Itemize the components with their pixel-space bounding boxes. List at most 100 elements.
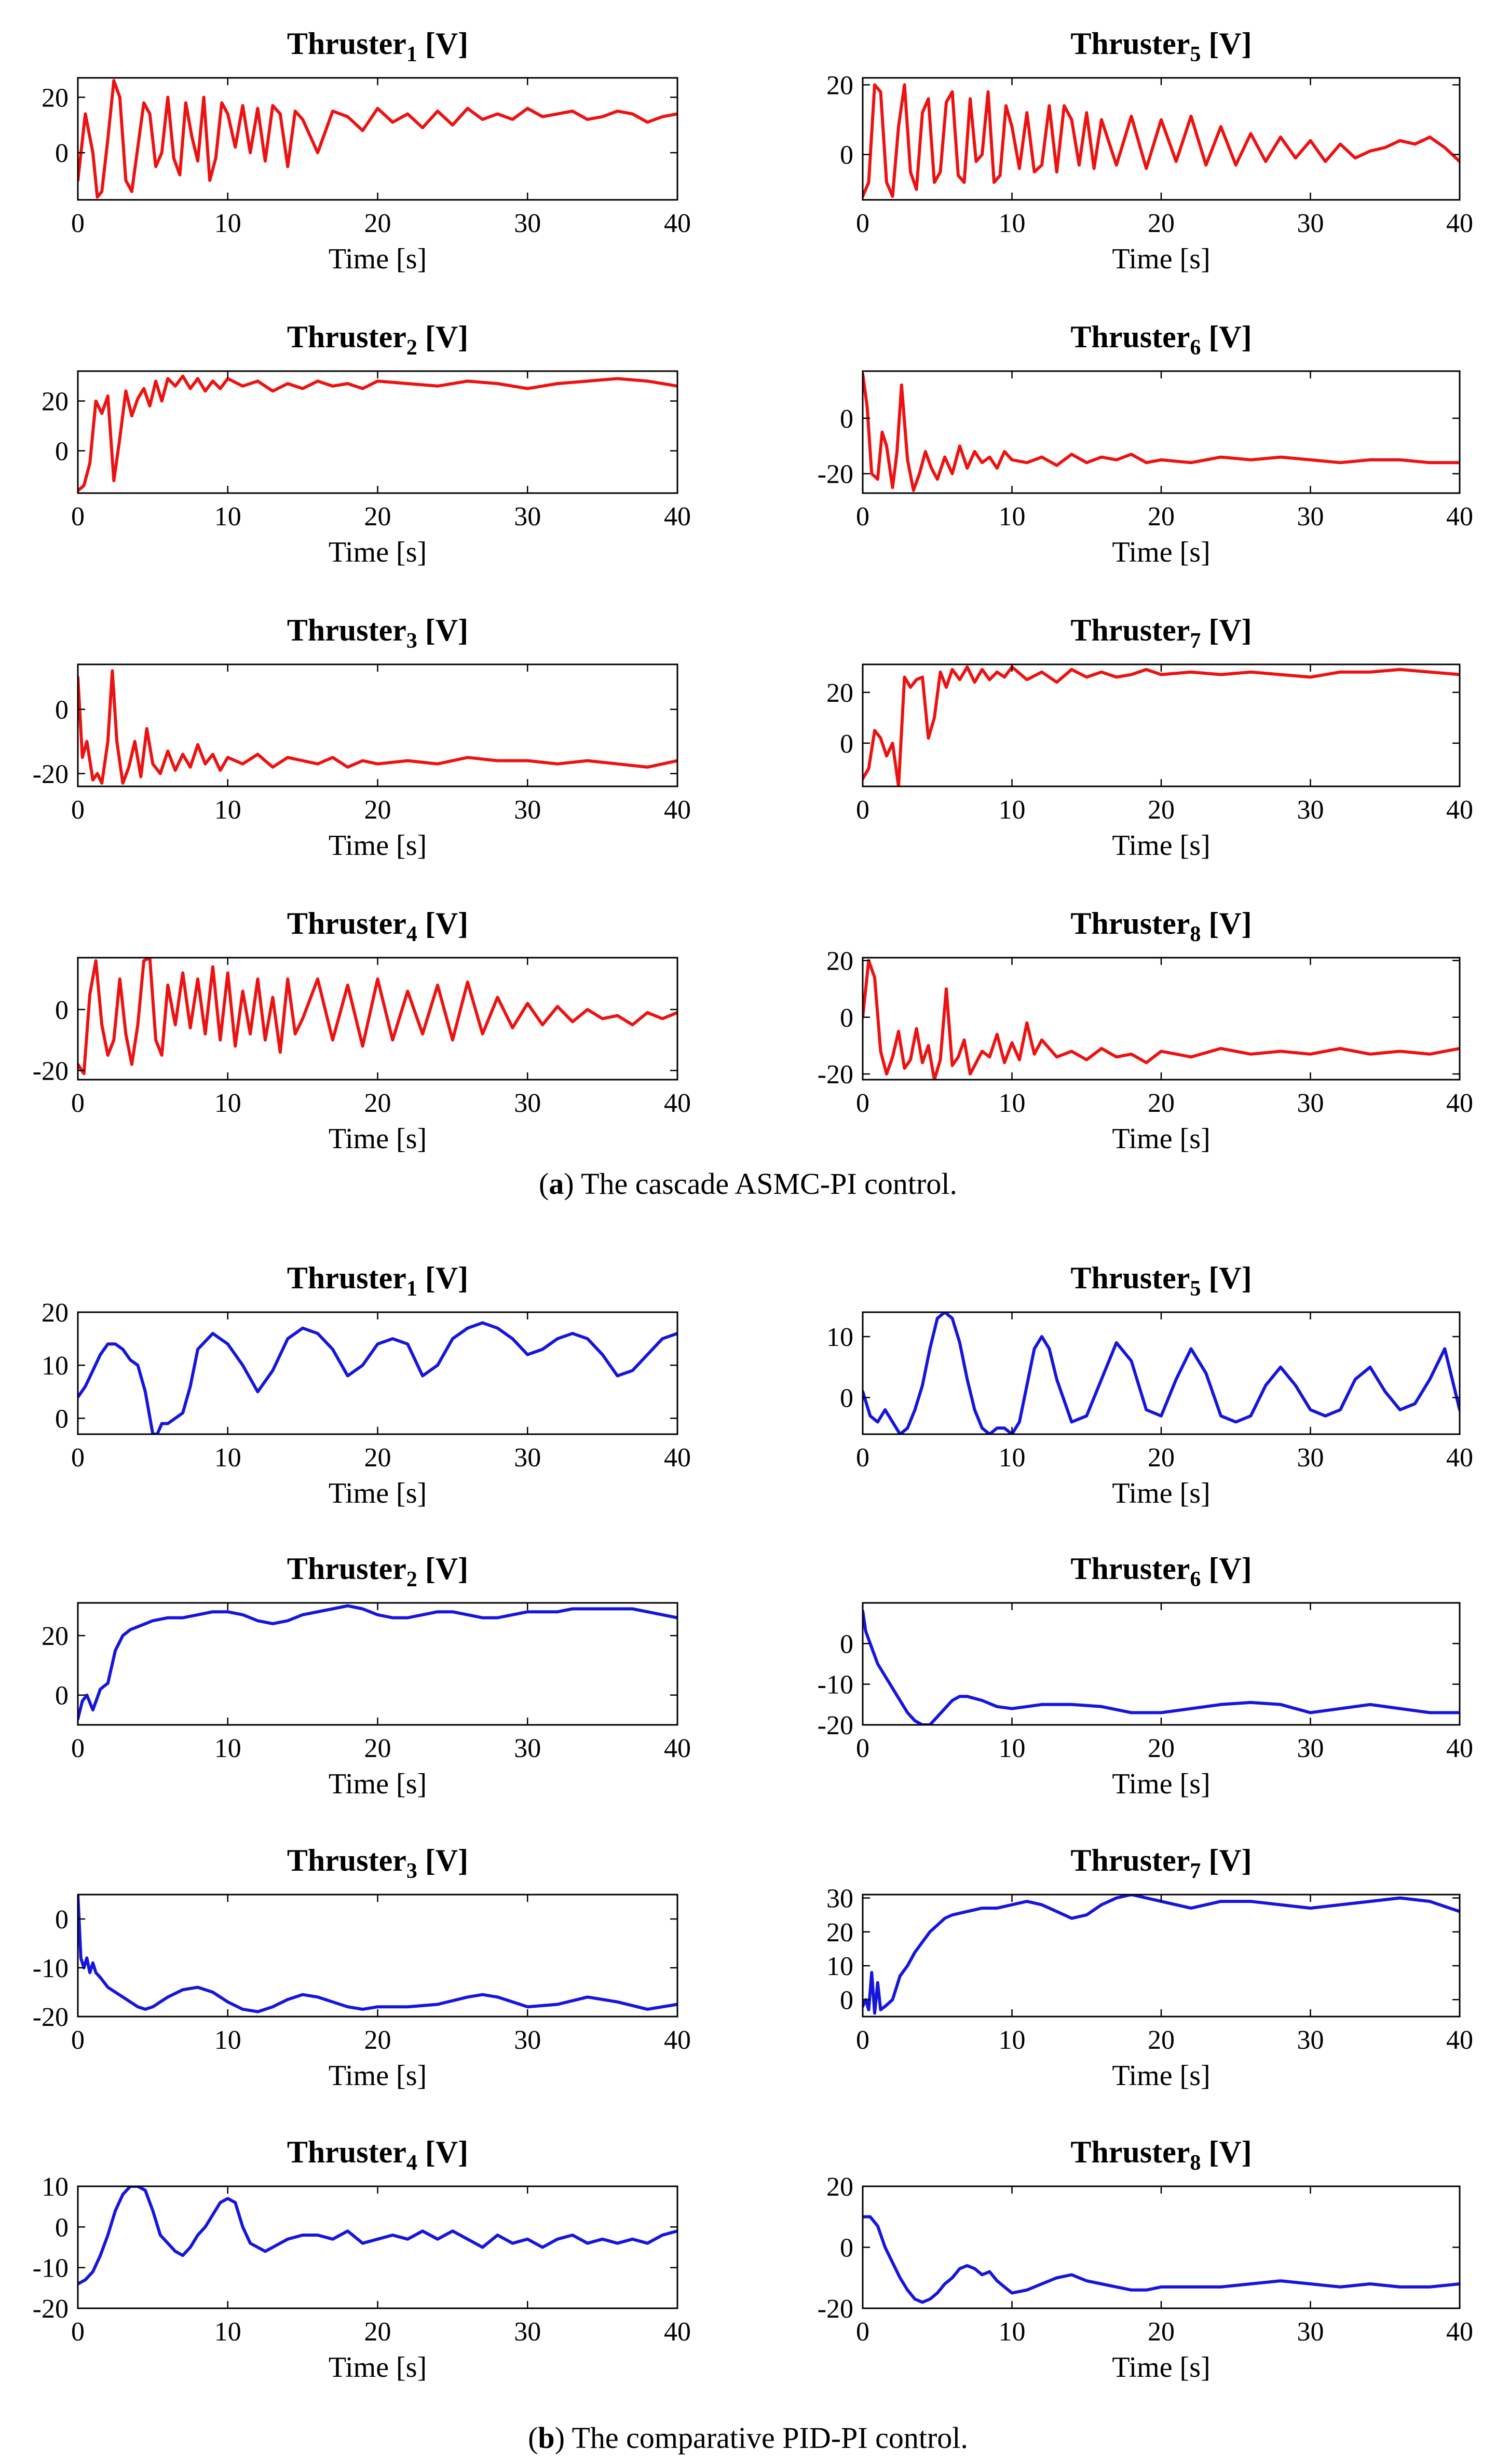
panel-b-thruster5-xtick-label: 0 xyxy=(856,1443,869,1473)
panel-a-thruster2-xtick-label: 10 xyxy=(214,502,241,532)
panel-a-thruster3-xtick-label: 20 xyxy=(364,795,391,825)
panel-b-thruster5-title: Thruster5 [V] xyxy=(1070,1261,1252,1301)
panel-a-thruster8-title-subscript: 8 xyxy=(1190,922,1201,946)
panel-b-thruster1-xlabel: Time [s] xyxy=(329,1477,427,1509)
panel-a-thruster3-axes-frame xyxy=(77,663,678,787)
panel-a-thruster4-xtick-label: 40 xyxy=(664,1088,691,1118)
panel-a-thruster5-series-line xyxy=(863,83,1460,198)
panel-a-thruster7-xtick-label: 40 xyxy=(1446,795,1473,825)
panel-b-thruster7-ytick-label: 20 xyxy=(826,1918,853,1948)
panel-b-thruster5-xtick-label: 30 xyxy=(1297,1443,1324,1473)
panel-b-thruster3-title-unit: [V] xyxy=(417,1843,468,1877)
panel-a-thruster8-xtick-label: 10 xyxy=(999,1088,1026,1118)
panel-b-thruster6-ytick-label: 0 xyxy=(840,1629,853,1659)
panel-a-thruster8-title-prefix: Thruster xyxy=(1070,906,1190,941)
panel-a-thruster1-title: Thruster1 [V] xyxy=(287,26,468,66)
panel-a-thruster1-xtick-label: 10 xyxy=(214,209,241,238)
panel-a-thruster4-xtick-label: 0 xyxy=(71,1088,85,1118)
panel-a-thruster2-title-subscript: 2 xyxy=(406,336,417,360)
panel-b-thruster4-axes-frame xyxy=(77,2185,678,2309)
panel-b-thruster6-title: Thruster6 [V] xyxy=(1070,1551,1252,1591)
panel-a-thruster8-ytick-label: 0 xyxy=(840,1003,853,1033)
panel-b-thruster3-title-subscript: 3 xyxy=(406,1859,417,1883)
panel-b-thruster7-xlabel: Time [s] xyxy=(1112,2060,1210,2092)
panel-b-thruster3-xlabel: Time [s] xyxy=(329,2060,427,2092)
panel-a-thruster2: Thruster2 [V] 0 10 20 30 40 0 20 Time [s] xyxy=(42,320,691,568)
panel-a-thruster7-title: Thruster7 [V] xyxy=(1070,613,1252,653)
panel-b-thruster4-ytick-label: 10 xyxy=(42,2172,69,2202)
panel-b-thruster4-title-prefix: Thruster xyxy=(287,2135,406,2169)
panel-a-thruster8-title: Thruster8 [V] xyxy=(1070,906,1252,946)
panel-b-thruster7-axes-frame xyxy=(862,1894,1461,2018)
panel-a-thruster6-title-unit: [V] xyxy=(1201,320,1252,354)
panel-a-thruster2-xtick-label: 20 xyxy=(364,502,391,532)
panel-b-thruster4-title-subscript: 4 xyxy=(406,2151,417,2175)
panel-b-thruster6-xtick-label: 20 xyxy=(1148,1734,1175,1763)
caption-a-text: The cascade ASMC-PI control. xyxy=(574,1167,957,1201)
panel-a-thruster1: Thruster1 [V] 0 10 20 30 40 0 20 Time [s] xyxy=(42,26,691,275)
panel-a-thruster8-xlabel: Time [s] xyxy=(1112,1123,1210,1155)
panel-a-thruster1-title-unit: [V] xyxy=(417,26,468,61)
panel-a-thruster3-xtick-label: 40 xyxy=(664,795,691,825)
panel-b-thruster1-xtick-label: 30 xyxy=(514,1443,541,1473)
panel-a-thruster8-xtick-label: 30 xyxy=(1297,1088,1324,1118)
panel-a-thruster3-series-line xyxy=(78,669,677,785)
panel-a-thruster2-ytick-label: 0 xyxy=(55,437,69,466)
panel-b-thruster1-ytick-label: 10 xyxy=(42,1351,69,1381)
panel-a-thruster2-xlabel: Time [s] xyxy=(329,536,427,568)
caption-b: (b) The comparative PID-PI control. xyxy=(528,2421,968,2455)
panel-a-thruster2-series-line xyxy=(78,374,677,493)
caption-b-letter: b xyxy=(538,2421,554,2455)
panel-a-thruster6-xlabel: Time [s] xyxy=(1112,536,1210,568)
panel-b-thruster6-series-line xyxy=(863,1609,1460,1725)
panel-a-thruster6-title-prefix: Thruster xyxy=(1070,320,1190,354)
panel-b-thruster4: Thruster4 [V] 0 10 20 30 40 -20 -10 0 10 Time [s] xyxy=(33,2135,691,2384)
panel-b-thruster5-title-subscript: 5 xyxy=(1190,1277,1201,1301)
panel-a-thruster5: Thruster5 [V] 0 10 20 30 40 0 20 Time [s] xyxy=(826,26,1473,275)
panel-a-thruster4-xtick-label: 10 xyxy=(214,1088,241,1118)
panel-b-thruster8-ytick-label: 20 xyxy=(826,2172,853,2202)
panel-a-thruster7-xtick-label: 10 xyxy=(999,795,1026,825)
panel-b-thruster6-xtick-label: 40 xyxy=(1446,1734,1473,1763)
panel-a-thruster6-xtick-label: 40 xyxy=(1446,502,1473,532)
panel-a-thruster2-xtick-label: 30 xyxy=(514,502,541,532)
panel-b-thruster6-title-prefix: Thruster xyxy=(1070,1551,1190,1586)
panel-a-thruster1-xtick-label: 30 xyxy=(514,209,541,238)
panel-a-thruster7-series-line xyxy=(863,665,1460,786)
panel-a-thruster5-xlabel: Time [s] xyxy=(1112,243,1210,275)
panel-a-thruster3-title-subscript: 3 xyxy=(406,629,417,653)
panel-b-thruster5-xlabel: Time [s] xyxy=(1112,1477,1210,1509)
panel-b-thruster3-xtick-label: 20 xyxy=(364,2025,391,2055)
panel-a-thruster8-ytick-label: 20 xyxy=(826,946,853,976)
panel-b-thruster6-ytick-label: -20 xyxy=(818,1711,853,1740)
panel-b-thruster2-xtick-label: 20 xyxy=(364,1734,391,1763)
panel-b-thruster4-xtick-label: 20 xyxy=(364,2317,391,2347)
panel-a-thruster4-ytick-label: -20 xyxy=(33,1056,69,1086)
panel-a-thruster6-ytick-label: 0 xyxy=(840,404,853,434)
panel-b-thruster6-title-unit: [V] xyxy=(1201,1551,1252,1586)
panel-a-thruster1-xtick-label: 0 xyxy=(71,209,85,238)
panel-b-thruster8-xtick-label: 20 xyxy=(1148,2317,1175,2347)
panel-a-thruster7-xtick-label: 20 xyxy=(1148,795,1175,825)
panel-b-thruster4-ytick-label: 0 xyxy=(55,2213,69,2242)
panel-b-thruster8-xtick-label: 0 xyxy=(856,2317,869,2347)
panel-b-thruster2-xtick-label: 40 xyxy=(664,1734,691,1763)
panel-a-thruster5-title-subscript: 5 xyxy=(1190,43,1201,66)
panel-b-thruster4-xlabel: Time [s] xyxy=(329,2351,427,2384)
panel-b-thruster8-xtick-label: 40 xyxy=(1446,2317,1473,2347)
panel-a-thruster4-xtick-label: 20 xyxy=(364,1088,391,1118)
panel-a-thruster3-ytick-label: -20 xyxy=(33,759,69,789)
panel-a-thruster7-title-unit: [V] xyxy=(1201,613,1252,647)
panel-b-thruster5-xtick-label: 40 xyxy=(1446,1443,1473,1473)
panel-b-thruster7-xtick-label: 10 xyxy=(999,2025,1026,2055)
panel-a-thruster7-axes-frame xyxy=(862,663,1461,787)
caption-a: (a) The cascade ASMC-PI control. xyxy=(539,1167,957,1201)
panel-b-thruster1-title-prefix: Thruster xyxy=(287,1261,406,1295)
panel-a-thruster4-title-subscript: 4 xyxy=(406,922,417,946)
panel-b-thruster3-xtick-label: 0 xyxy=(71,2025,85,2055)
panel-b-thruster7-xtick-label: 40 xyxy=(1446,2025,1473,2055)
panel-a-thruster8-title-unit: [V] xyxy=(1201,906,1252,941)
panel-b-thruster6-xtick-label: 30 xyxy=(1297,1734,1324,1763)
